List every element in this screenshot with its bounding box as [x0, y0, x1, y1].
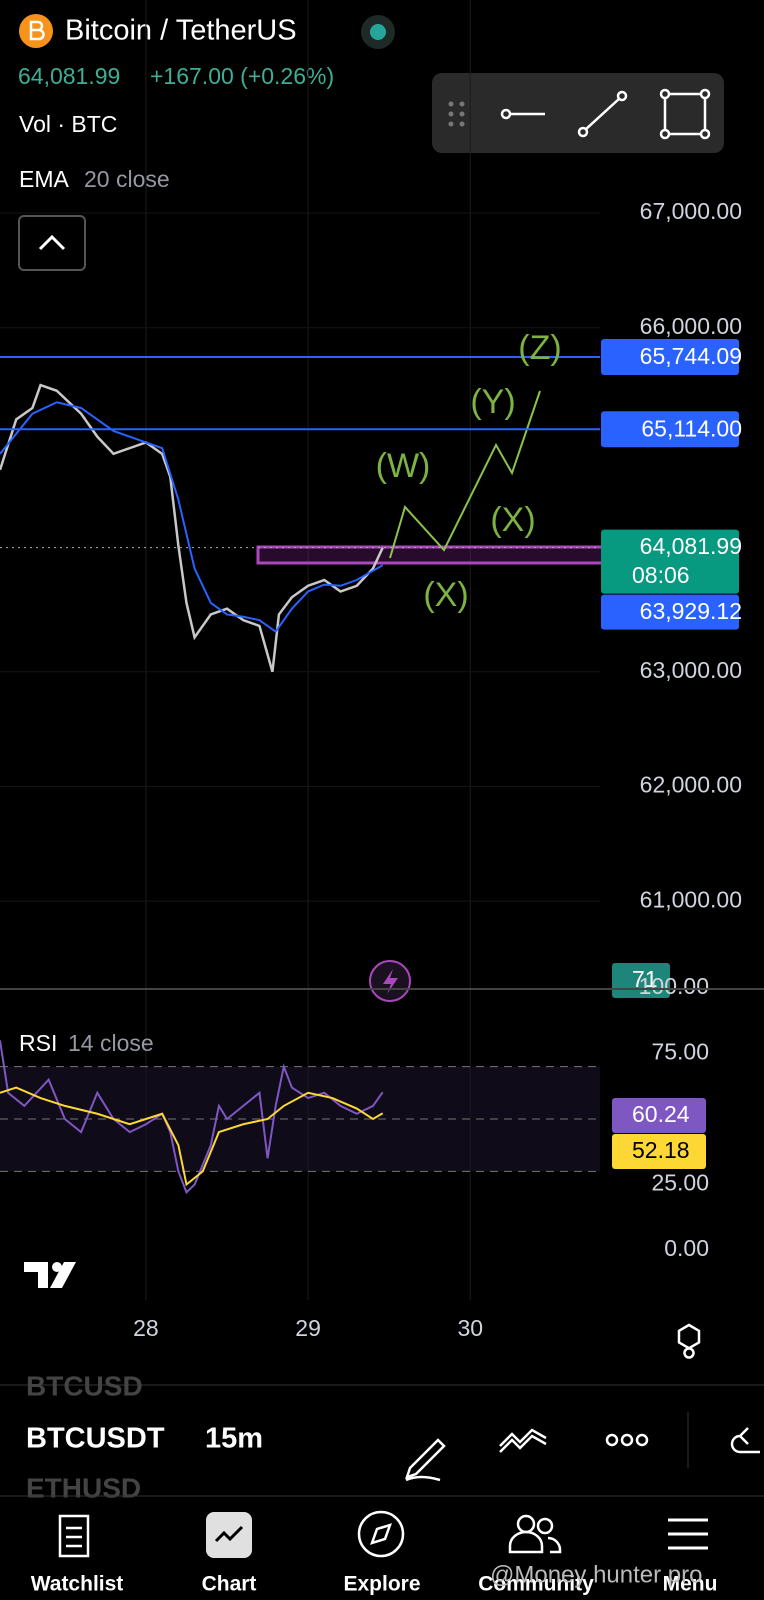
coin-glyph — [29, 20, 45, 41]
chart-icon — [206, 1512, 252, 1558]
ema-badge — [601, 594, 739, 630]
wave-label: (X) — [423, 576, 468, 614]
nav-item[interactable]: Explore — [343, 1573, 420, 1596]
community-icon — [508, 1514, 562, 1554]
nav-item[interactable]: Community — [478, 1573, 594, 1596]
symbol-prev[interactable]: BTCUSD — [26, 1370, 143, 1401]
rsi-badge-label: 52.18 — [632, 1137, 690, 1163]
price-level-badge — [601, 411, 739, 448]
collapse-button[interactable] — [18, 215, 86, 271]
lightning-icon — [383, 969, 398, 994]
symbol-title: Bitcoin / TetherUS — [65, 15, 297, 47]
more-icon[interactable] — [605, 1433, 649, 1447]
zone — [256, 545, 612, 565]
last-price: 64,081.99 — [18, 63, 120, 89]
rsi-badge — [612, 1134, 706, 1169]
nav-item[interactable]: Watchlist — [31, 1573, 124, 1596]
y-tick-label: 63,000.00 — [640, 657, 742, 683]
trend-line-tool[interactable] — [577, 90, 628, 138]
x-tick-label: 28 — [133, 1315, 159, 1341]
drawing-toolbar — [432, 73, 724, 153]
ema-params: 20 close — [84, 166, 170, 192]
volume-label: Vol · BTC — [19, 111, 117, 137]
logo — [24, 1262, 76, 1288]
symbol-current[interactable]: BTCUSDT — [26, 1423, 165, 1455]
wave-label: (X) — [490, 501, 535, 539]
wave-label: (Y) — [470, 383, 515, 421]
y-tick-label: 61,000.00 — [640, 886, 742, 912]
wave-path — [389, 390, 541, 559]
rsi-title: RSI — [19, 1030, 57, 1056]
x-tick-label: 30 — [457, 1315, 483, 1341]
drag-handle — [448, 101, 465, 127]
horizontal-line-tool[interactable] — [500, 108, 545, 120]
countdown: 08:06 — [632, 562, 690, 588]
ema-label: 63,929.12 — [640, 598, 742, 624]
settings-icon-center — [683, 1347, 695, 1359]
price-level-label: 65,114.00 — [641, 415, 742, 441]
collapse-icon — [38, 234, 66, 251]
price-line — [0, 383, 384, 673]
watermark: @Money hunter pro — [490, 1561, 702, 1588]
rsi-badge-label: 60.24 — [632, 1101, 690, 1127]
y-tick-label: 62,000.00 — [640, 772, 742, 798]
chart-icon-line — [214, 1525, 244, 1543]
rsi-tick-label: 75.00 — [651, 1039, 709, 1065]
rsi-ma-line — [0, 1086, 384, 1187]
undo-icon[interactable] — [730, 1427, 760, 1454]
logo-dot — [52, 1262, 62, 1272]
nav-item[interactable]: Menu — [663, 1573, 718, 1596]
ema-line — [0, 401, 384, 634]
price-level-label: 65,744.09 — [640, 343, 742, 369]
volume-badge-label: 71 — [632, 966, 658, 992]
y-tick-label: 67,000.00 — [640, 198, 742, 224]
interval[interactable]: 15m — [205, 1423, 263, 1455]
ema-name: EMA — [19, 166, 70, 192]
menu-icon — [668, 1518, 708, 1550]
rsi-params: 14 close — [68, 1030, 154, 1056]
watchlist-icon — [58, 1514, 90, 1558]
rsi-tick-label: 100.00 — [639, 973, 709, 999]
last-price-label: 64,081.99 — [640, 533, 742, 559]
market-status — [370, 24, 386, 40]
indicators-icon[interactable] — [499, 1428, 547, 1453]
x-tick-label: 29 — [295, 1315, 321, 1341]
wave-label: (W) — [376, 447, 431, 485]
explore-icon — [357, 1510, 405, 1558]
symbol-next[interactable]: ETHUSD — [26, 1472, 141, 1503]
draw-icon[interactable] — [405, 1438, 446, 1482]
last-price-badge — [601, 529, 739, 594]
rsi-tick-label: 25.00 — [651, 1170, 709, 1196]
price-change: +167.00 (+0.26%) — [150, 63, 334, 89]
nav-item[interactable]: Chart — [202, 1573, 257, 1596]
wave-label: (Z) — [518, 329, 561, 367]
rsi-line — [0, 1040, 384, 1195]
price-level-badge — [601, 339, 739, 376]
rsi-badge — [612, 1098, 706, 1133]
rectangle-tool[interactable] — [659, 88, 711, 140]
y-tick-label: 66,000.00 — [640, 313, 742, 339]
rsi-tick-label: 0.00 — [664, 1235, 709, 1261]
